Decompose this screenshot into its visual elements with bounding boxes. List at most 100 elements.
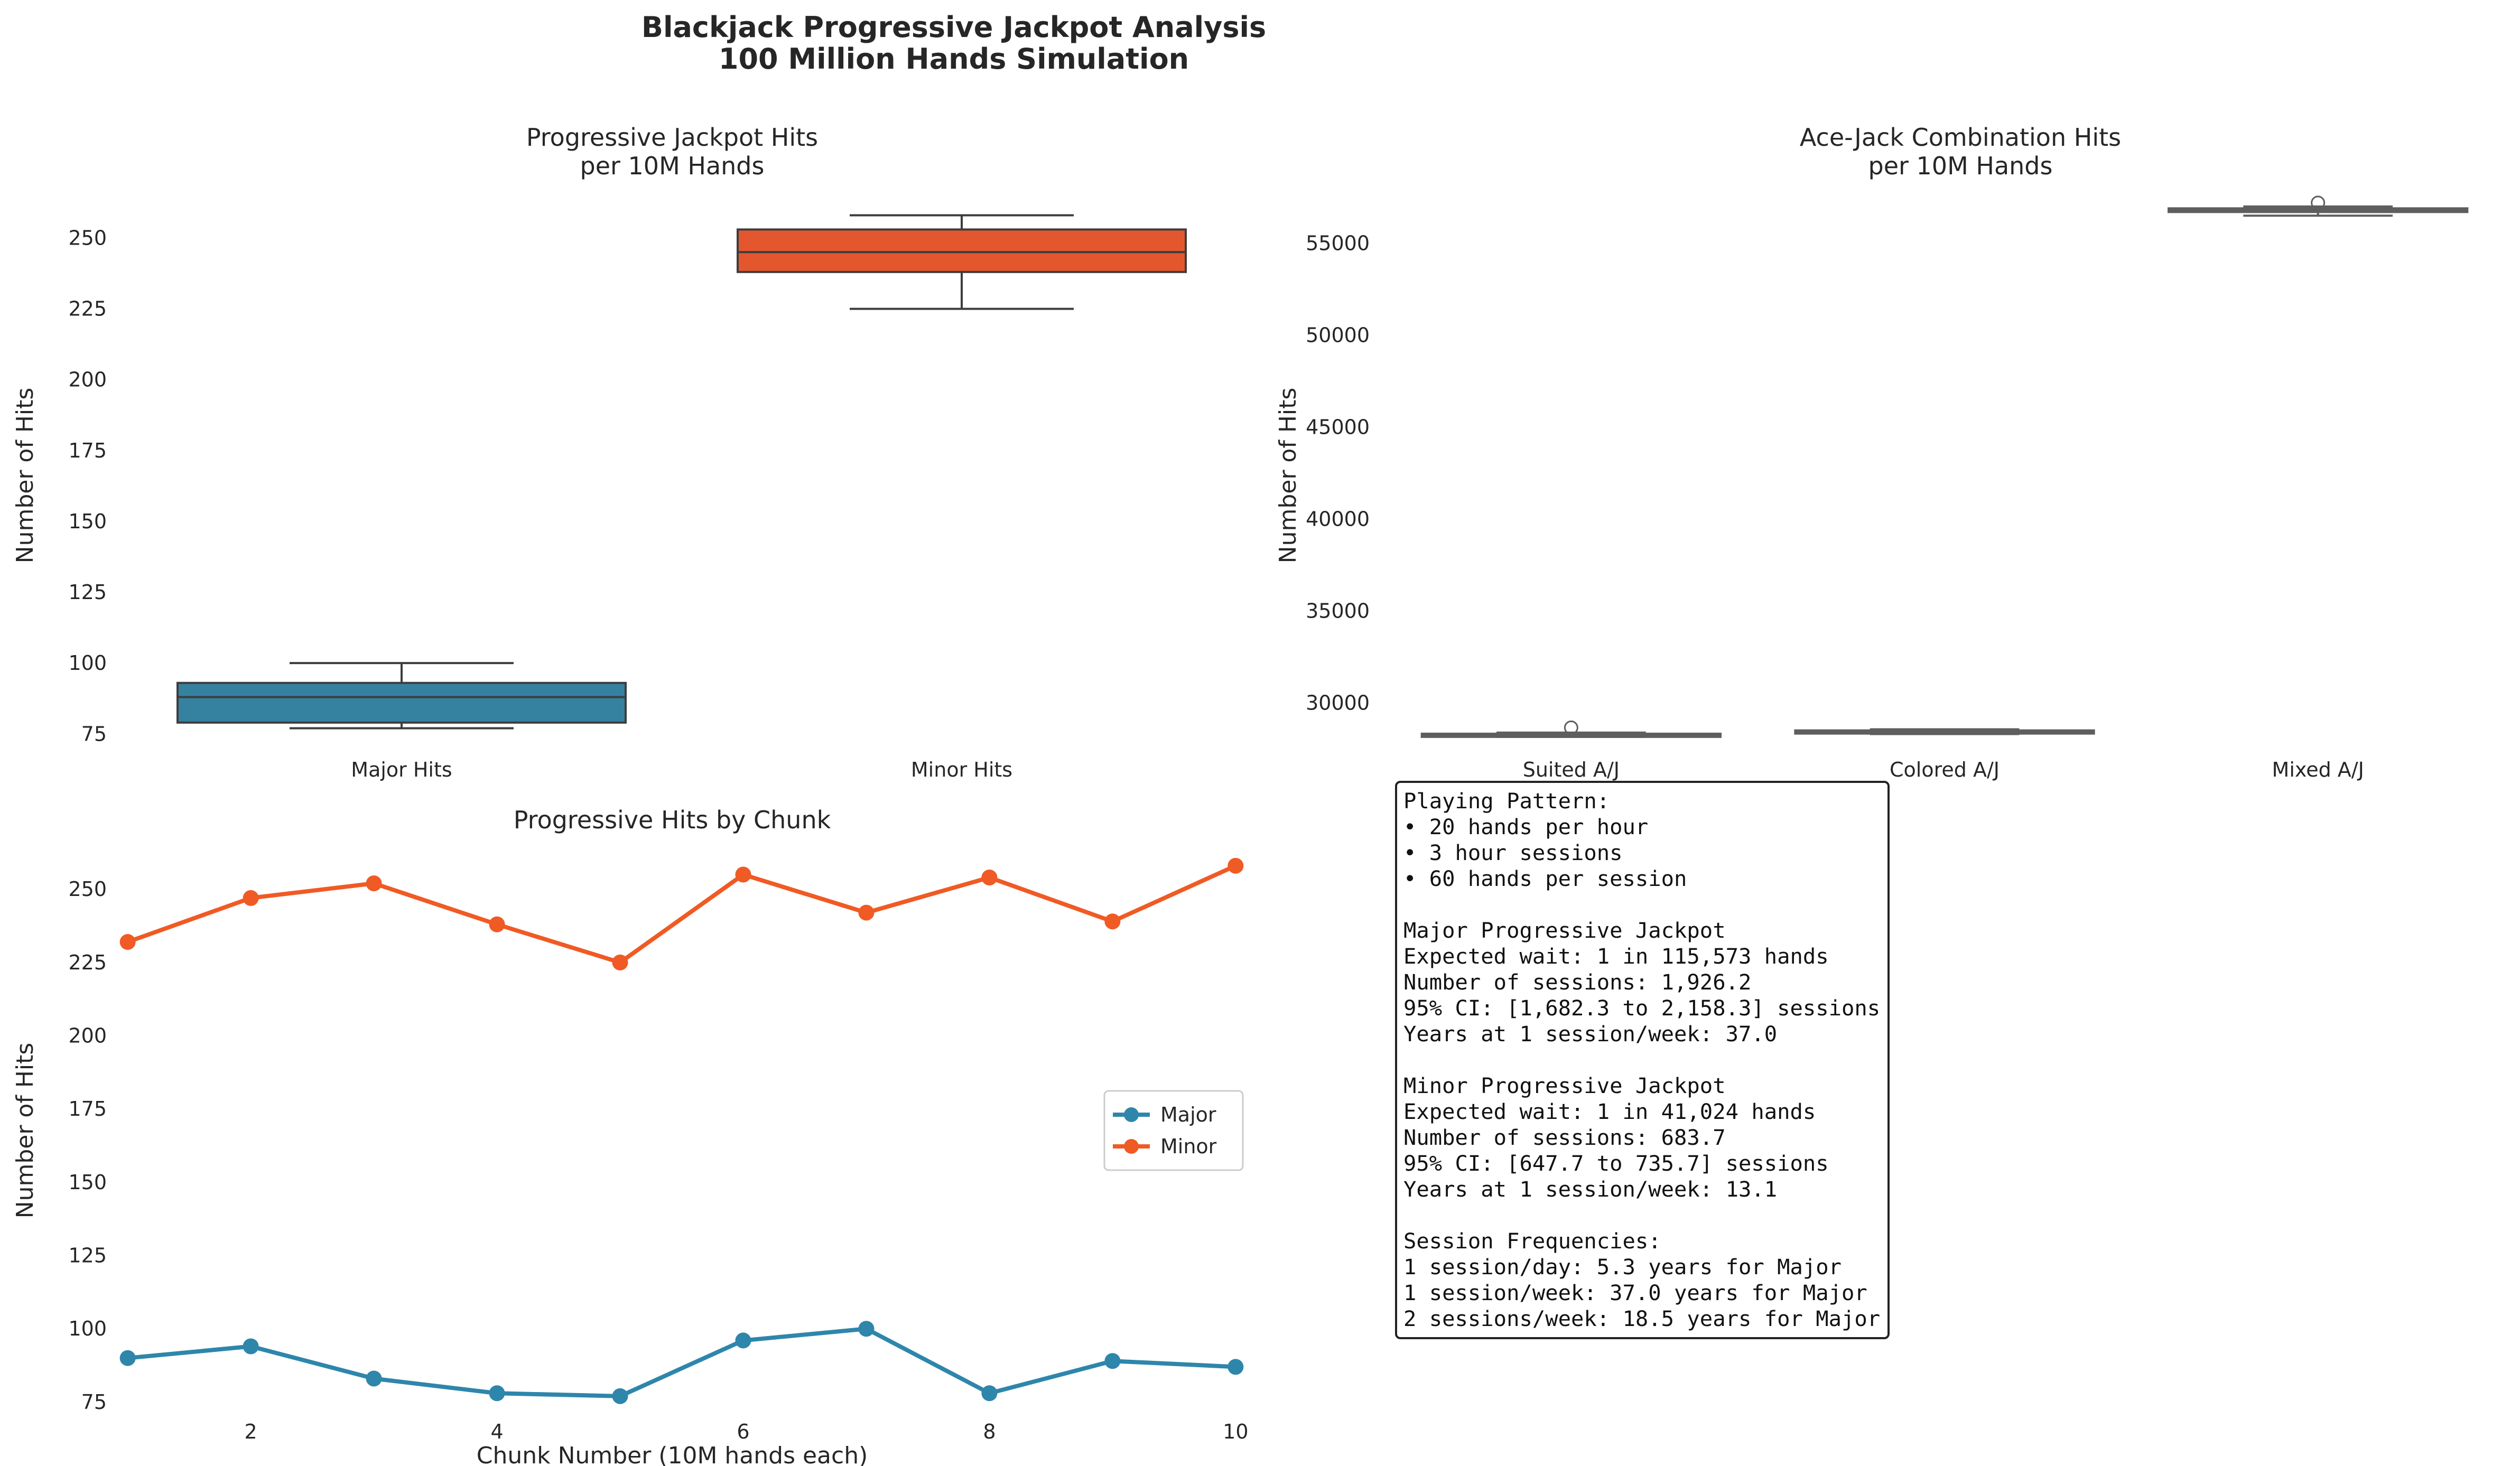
stats-line: • 20 hands per hour [1403, 814, 1649, 839]
y-tick-label: 200 [68, 1024, 107, 1048]
data-point-minor [119, 934, 136, 950]
jackpot-statistics-box: Playing Pattern: • 20 hands per hour • 3 h… [1395, 781, 1890, 1339]
y-tick-label: 150 [68, 1171, 107, 1194]
legend-frame [1103, 1090, 1244, 1171]
data-point-major [366, 1370, 382, 1387]
data-point-minor [1104, 913, 1121, 930]
legend-entry-label: Minor [1160, 1135, 1217, 1158]
stats-line: Number of sessions: 683.7 [1403, 1125, 1726, 1150]
x-tick-label: 6 [737, 1420, 749, 1443]
panel3-x-axis-label: Chunk Number (10M hands each) [477, 1442, 868, 1466]
data-point-major [119, 1350, 136, 1366]
y-tick-label: 125 [68, 581, 107, 604]
stats-line: Years at 1 session/week: 37.0 [1403, 1021, 1778, 1047]
panel2-y-axis-label: Number of Hits [1275, 388, 1301, 564]
box-iqr [737, 228, 1187, 273]
data-point-major [612, 1388, 628, 1404]
y-tick-label: 30000 [1306, 691, 1370, 714]
y-tick-label: 175 [68, 439, 107, 462]
stats-line: 95% CI: [647.7 to 735.7] sessions [1403, 1151, 1829, 1176]
y-tick-label: 55000 [1306, 231, 1370, 255]
series-line-major [127, 1327, 1236, 1398]
y-tick-label: 35000 [1306, 599, 1370, 622]
y-tick-label: 225 [68, 297, 107, 321]
chart-legend: Major Minor [1103, 1090, 1244, 1171]
x-tick-label: 4 [490, 1420, 503, 1443]
panel3-title: Progressive Hits by Chunk [514, 806, 831, 834]
data-point-major [1104, 1353, 1121, 1369]
y-tick-label: 150 [68, 510, 107, 533]
stats-line: Expected wait: 1 in 115,573 hands [1403, 944, 1829, 969]
x-category-label: Mixed A/J [2272, 758, 2364, 781]
data-point-minor [735, 866, 751, 883]
progressive-jackpot-boxplot: Progressive Jackpot Hits per 10M Hands N… [12, 123, 1187, 781]
data-point-minor [612, 954, 628, 970]
data-point-major [858, 1321, 875, 1337]
x-tick-label: 8 [983, 1420, 996, 1443]
panel1-y-axis-label: Number of Hits [12, 388, 39, 564]
legend-marker [1124, 1139, 1139, 1154]
y-tick-label: 250 [68, 877, 107, 901]
y-tick-label: 75 [81, 722, 107, 745]
data-point-minor [981, 870, 998, 886]
stats-line [1403, 892, 1880, 918]
stats-line: Expected wait: 1 in 41,024 hands [1403, 1099, 1816, 1124]
y-tick-label: 175 [68, 1097, 107, 1120]
stats-line: Major Progressive Jackpot [1403, 918, 1726, 943]
y-tick-label: 100 [68, 1317, 107, 1340]
x-category-label: Suited A/J [1523, 758, 1620, 781]
figure-title-line1: Blackjack Progressive Jackpot Analysis [641, 11, 1266, 44]
y-tick-label: 100 [68, 651, 107, 675]
stats-line: 1 session/day: 5.3 years for Major [1403, 1254, 1842, 1280]
stats-line: 2 sessions/week: 18.5 years for Major [1403, 1306, 1881, 1331]
panel1-title-line2: per 10M Hands [580, 152, 765, 180]
figure-title-line2: 100 Million Hands Simulation [719, 42, 1189, 76]
stats-line: Playing Pattern: [1403, 788, 1610, 814]
panel2-title-line1: Ace-Jack Combination Hits [1800, 123, 2121, 152]
data-point-minor [366, 875, 382, 892]
y-tick-label: 225 [68, 951, 107, 974]
ace-jack-boxplot: Ace-Jack Combination Hits per 10M Hands … [1275, 123, 2469, 781]
stats-line: • 3 hour sessions [1403, 840, 1623, 865]
panel2-title-line2: per 10M Hands [1868, 152, 2053, 180]
y-tick-label: 125 [68, 1244, 107, 1267]
legend-entry-label: Major [1160, 1103, 1216, 1126]
x-category-label: Major Hits [351, 758, 452, 781]
x-category-label: Minor Hits [911, 758, 1012, 781]
y-tick-label: 250 [68, 226, 107, 249]
legend-marker [1124, 1107, 1139, 1122]
stats-line: Session Frequencies: [1403, 1228, 1661, 1254]
data-point-minor [858, 904, 875, 921]
box-outlier-point [1564, 720, 1578, 735]
stats-line [1403, 1047, 1880, 1073]
stats-line: 95% CI: [1,682.3 to 2,158.3] sessions [1403, 995, 1881, 1021]
y-tick-label: 50000 [1306, 323, 1370, 347]
stats-line: Years at 1 session/week: 13.1 [1403, 1176, 1778, 1202]
x-category-label: Colored A/J [1890, 758, 2000, 781]
panel3-y-axis-label: Number of Hits [12, 1043, 39, 1219]
hits-by-chunk-line-chart: Progressive Hits by Chunk Number of Hits… [12, 806, 1249, 1466]
y-tick-label: 40000 [1306, 507, 1370, 530]
data-point-major [1228, 1359, 1244, 1375]
data-point-major [243, 1338, 259, 1355]
y-tick-label: 75 [81, 1390, 107, 1414]
panel1-title-line1: Progressive Jackpot Hits [526, 123, 818, 152]
data-point-major [981, 1385, 998, 1402]
stats-line: Number of sessions: 1,926.2 [1403, 969, 1752, 995]
series-line-minor [127, 864, 1237, 965]
y-tick-label: 200 [68, 368, 107, 391]
box-iqr [176, 681, 627, 724]
data-point-major [735, 1332, 751, 1349]
stats-line: 1 session/week: 37.0 years for Major [1403, 1280, 1867, 1305]
y-tick-label: 45000 [1306, 415, 1370, 438]
stats-line: Minor Progressive Jackpot [1403, 1073, 1726, 1098]
box-outlier-point [2311, 195, 2326, 210]
data-point-major [489, 1385, 505, 1402]
data-point-minor [489, 916, 505, 932]
stats-line: • 60 hands per session [1403, 866, 1687, 891]
x-tick-label: 10 [1223, 1420, 1248, 1443]
stats-line [1403, 1202, 1880, 1228]
data-point-minor [243, 890, 259, 906]
data-point-minor [1228, 857, 1244, 874]
